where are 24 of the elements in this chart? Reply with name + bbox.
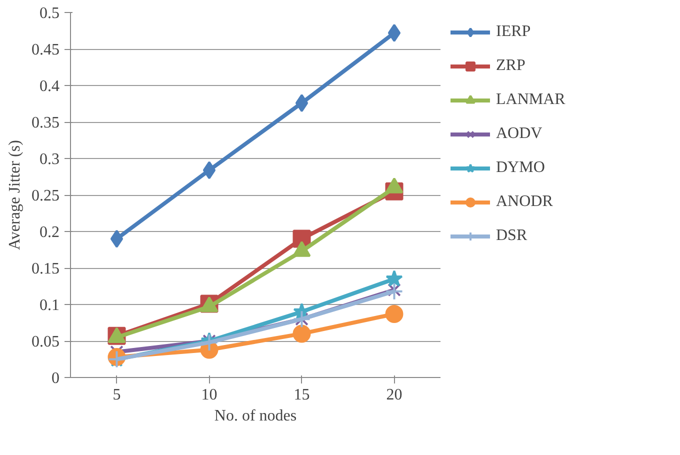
- y-tick-label: 0.45: [32, 42, 60, 58]
- legend-label: ANODR: [496, 192, 554, 212]
- y-tick-label: 0: [52, 370, 60, 387]
- legend-label: LANMAR: [496, 90, 566, 110]
- legend-label: DYMO: [496, 158, 546, 178]
- y-tick-label: 0.2: [40, 224, 60, 241]
- y-tick-label: 0.05: [32, 334, 60, 350]
- y-tick-label: 0.15: [32, 260, 60, 278]
- y-tick-label: 0.4: [40, 78, 60, 95]
- y-tick-label: 0.5: [40, 5, 60, 22]
- y-tick-label: 0.1: [40, 297, 60, 314]
- legend-label: AODV: [496, 124, 544, 144]
- y-tick-label: 0.3: [40, 151, 60, 168]
- y-axis-title: Average Jitter (s): [6, 140, 24, 250]
- legend-label: DSR: [496, 226, 528, 246]
- legend-label: IERP: [496, 22, 532, 42]
- x-tick-label: 10: [201, 386, 218, 404]
- y-tick-label: 0.25: [32, 188, 60, 204]
- x-axis-title: No. of nodes: [214, 408, 297, 424]
- legend-label: ZRP: [496, 56, 526, 76]
- x-tick-label: 15: [294, 386, 310, 404]
- x-tick-label: 5: [112, 386, 121, 404]
- y-tick-label: 0.35: [32, 114, 60, 132]
- x-tick-label: 20: [386, 386, 402, 404]
